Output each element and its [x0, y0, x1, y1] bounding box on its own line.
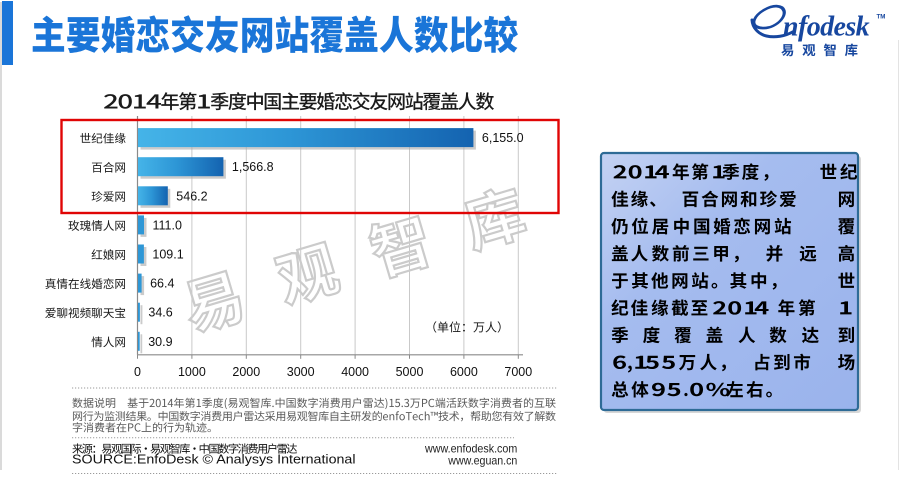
- svg-text:TM: TM: [877, 14, 886, 21]
- svg-text:6000: 6000: [450, 365, 478, 379]
- svg-text:66.4: 66.4: [150, 277, 174, 291]
- svg-text:5000: 5000: [396, 365, 424, 379]
- svg-text:nfodesk: nfodesk: [783, 12, 870, 43]
- svg-text:SOURCE:EnfoDesk © Analysys Int: SOURCE:EnfoDesk © Analysys International: [72, 453, 356, 467]
- svg-text:34.6: 34.6: [148, 306, 172, 320]
- svg-text:111.0: 111.0: [153, 218, 182, 232]
- svg-text:4000: 4000: [341, 365, 369, 379]
- svg-text:546.2: 546.2: [176, 189, 207, 203]
- svg-text:2000: 2000: [232, 365, 260, 379]
- svg-text:3000: 3000: [287, 365, 315, 379]
- svg-text:109.1: 109.1: [152, 248, 183, 262]
- svg-text:1000: 1000: [178, 365, 206, 379]
- svg-text:7000: 7000: [504, 365, 532, 379]
- svg-text:0: 0: [134, 365, 141, 379]
- svg-text:1,566.8: 1,566.8: [232, 160, 274, 174]
- svg-text:30.9: 30.9: [148, 335, 172, 349]
- svg-text:www.eguan.cn: www.eguan.cn: [447, 453, 517, 467]
- svg-text:www.enfodesk.com: www.enfodesk.com: [424, 441, 517, 455]
- svg-text:6,155.0: 6,155.0: [482, 131, 524, 145]
